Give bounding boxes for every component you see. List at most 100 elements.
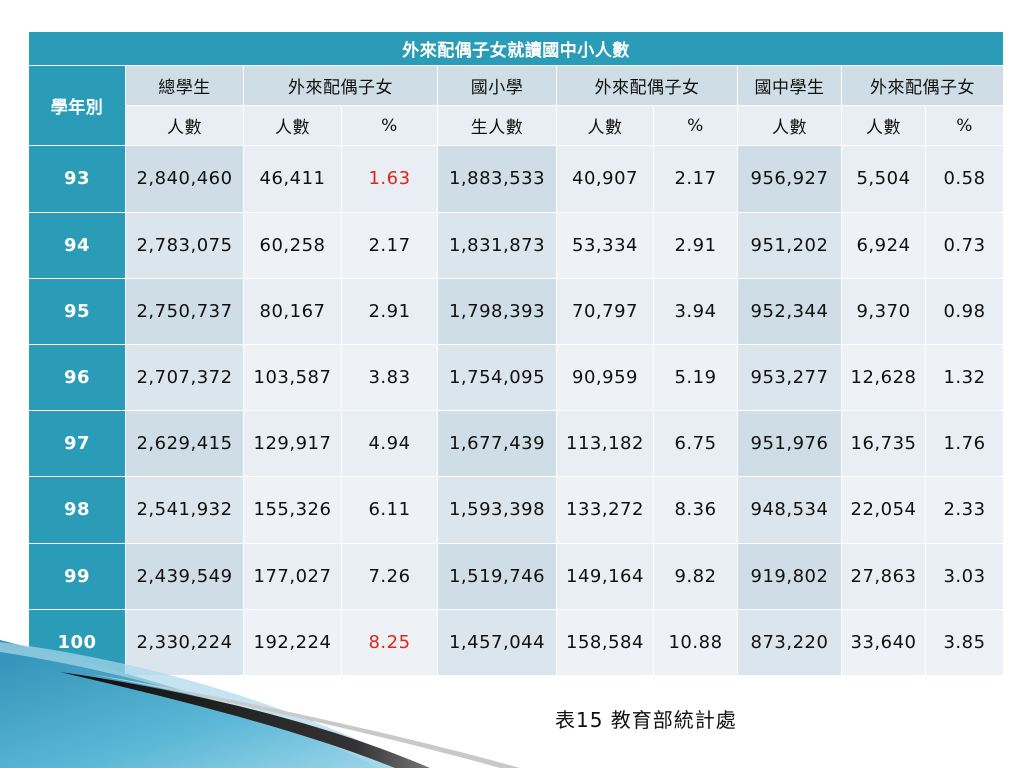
elem-students-cell: 1,519,746: [437, 542, 557, 610]
junior-foreign-pct-cell: 3.03: [924, 542, 1005, 610]
total-foreign-pct-cell: 8.25: [341, 608, 438, 677]
junior-foreign-count-cell: 9,370: [841, 277, 926, 345]
total-foreign-count-cell: 129,917: [243, 410, 342, 478]
total-students-header-line2: 人數: [125, 105, 244, 147]
junior-students-cell: 952,344: [737, 277, 842, 345]
junior-students-cell: 953,277: [737, 343, 842, 412]
elem-foreign-pct-cell: 2.17: [653, 145, 738, 213]
table-row: 100 2,330,224 192,224 8.25 1,457,044 158,584 1…: [28, 608, 1005, 677]
year-cell: 96: [28, 343, 126, 412]
table-row: 93 2,840,460 46,411 1.63 1,883,533 40,907 2.17…: [28, 145, 1005, 213]
elem-students-header-line2: 生人數: [437, 105, 557, 147]
total-students-cell: 2,750,737: [125, 277, 244, 345]
elem-students-cell: 1,831,873: [437, 211, 557, 279]
total-foreign-pct-cell: 3.83: [341, 343, 438, 412]
elem-foreign-pct-header: %: [653, 105, 738, 147]
elem-foreign-pct-cell: 10.88: [653, 608, 738, 677]
junior-students-cell: 873,220: [737, 608, 842, 677]
total-foreign-pct-cell: 4.94: [341, 410, 438, 478]
elem-foreign-count-cell: 149,164: [556, 542, 654, 610]
junior-foreign-count-header: 人數: [841, 105, 926, 147]
elem-foreign-header: 外來配偶子女: [556, 65, 738, 107]
table-caption: 表15 教育部統計處: [555, 708, 737, 732]
junior-students-cell: 956,927: [737, 145, 842, 213]
junior-foreign-pct-cell: 1.32: [924, 343, 1005, 412]
elem-foreign-count-cell: 70,797: [556, 277, 654, 345]
table-row: 94 2,783,075 60,258 2.17 1,831,873 53,334 2.91…: [28, 211, 1005, 279]
table-row: 96 2,707,372 103,587 3.83 1,754,095 90,959 5.1…: [28, 343, 1005, 412]
elem-students-cell: 1,593,398: [437, 476, 557, 544]
table-row: 97 2,629,415 129,917 4.94 1,677,439 113,182 6.…: [28, 410, 1005, 478]
elem-foreign-count-cell: 113,182: [556, 410, 654, 478]
total-foreign-pct-cell: 1.63: [341, 145, 438, 213]
junior-students-cell: 919,802: [737, 542, 842, 610]
junior-foreign-count-cell: 27,863: [841, 542, 926, 610]
junior-foreign-pct-cell: 0.73: [924, 211, 1005, 279]
total-foreign-count-cell: 46,411: [243, 145, 342, 213]
total-students-cell: 2,629,415: [125, 410, 244, 478]
elem-foreign-count-cell: 90,959: [556, 343, 654, 412]
junior-students-cell: 951,202: [737, 211, 842, 279]
junior-foreign-count-cell: 16,735: [841, 410, 926, 478]
total-foreign-count-cell: 103,587: [243, 343, 342, 412]
elem-foreign-pct-cell: 2.91: [653, 211, 738, 279]
junior-students-cell: 951,976: [737, 410, 842, 478]
year-header: 學年別: [28, 65, 126, 147]
total-students-cell: 2,840,460: [125, 145, 244, 213]
total-foreign-count-header: 人數: [243, 105, 342, 147]
elem-foreign-pct-cell: 9.82: [653, 542, 738, 610]
total-foreign-count-cell: 155,326: [243, 476, 342, 544]
decorative-swoosh: [0, 640, 520, 768]
total-students-cell: 2,541,932: [125, 476, 244, 544]
total-students-cell: 2,330,224: [125, 608, 244, 677]
junior-foreign-header: 外來配偶子女: [840, 65, 1005, 107]
year-cell: 99: [28, 542, 126, 610]
total-students-cell: 2,783,075: [125, 211, 244, 279]
junior-students-cell: 948,534: [737, 476, 842, 544]
junior-foreign-pct-cell: 2.33: [924, 476, 1005, 544]
elem-foreign-count-cell: 133,272: [556, 476, 654, 544]
junior-foreign-pct-cell: 3.85: [924, 608, 1005, 677]
elem-foreign-count-cell: 53,334: [556, 211, 654, 279]
elem-students-header-line1: 國小學: [437, 65, 557, 107]
elem-foreign-pct-cell: 8.36: [653, 476, 738, 544]
total-foreign-count-cell: 80,167: [243, 277, 342, 345]
elem-foreign-pct-cell: 5.19: [653, 343, 738, 412]
data-table: 外來配偶子女就讀國中小人數 學年別 總學生 外來配偶子女 國小學 外來配偶子女 …: [27, 30, 1005, 677]
junior-foreign-count-cell: 6,924: [841, 211, 926, 279]
total-foreign-pct-cell: 6.11: [341, 476, 438, 544]
junior-foreign-pct-cell: 0.58: [924, 145, 1005, 213]
table-row: 99 2,439,549 177,027 7.26 1,519,746 149,164 9.…: [28, 542, 1005, 610]
junior-foreign-count-cell: 5,504: [841, 145, 926, 213]
junior-foreign-pct-cell: 0.98: [924, 277, 1005, 345]
total-foreign-count-cell: 192,224: [243, 608, 342, 677]
total-foreign-pct-cell: 2.91: [341, 277, 438, 345]
table-row: 98 2,541,932 155,326 6.11 1,593,398 133,272 8.…: [28, 476, 1005, 544]
year-cell: 95: [28, 277, 126, 345]
elem-students-cell: 1,457,044: [437, 608, 557, 677]
junior-students-header-line1: 國中學生: [737, 65, 842, 107]
year-cell: 93: [28, 145, 126, 213]
elem-foreign-pct-cell: 3.94: [653, 277, 738, 345]
junior-foreign-count-cell: 33,640: [841, 608, 926, 677]
total-foreign-pct-header: %: [341, 105, 438, 147]
elem-foreign-count-header: 人數: [556, 105, 654, 147]
total-foreign-count-cell: 60,258: [243, 211, 342, 279]
elem-students-cell: 1,883,533: [437, 145, 557, 213]
year-cell: 97: [28, 410, 126, 478]
total-foreign-header: 外來配偶子女: [243, 65, 438, 107]
elem-foreign-pct-cell: 6.75: [653, 410, 738, 478]
junior-foreign-count-cell: 12,628: [841, 343, 926, 412]
elem-students-cell: 1,677,439: [437, 410, 557, 478]
junior-students-header-line2: 人數: [737, 105, 842, 147]
table-title: 外來配偶子女就讀國中小人數: [27, 30, 1005, 67]
year-cell: 94: [28, 211, 126, 279]
elem-foreign-count-cell: 40,907: [556, 145, 654, 213]
junior-foreign-count-cell: 22,054: [841, 476, 926, 544]
total-foreign-pct-cell: 2.17: [341, 211, 438, 279]
total-students-cell: 2,707,372: [125, 343, 244, 412]
junior-foreign-pct-cell: 1.76: [924, 410, 1005, 478]
elem-students-cell: 1,754,095: [437, 343, 557, 412]
table-row: 95 2,750,737 80,167 2.91 1,798,393 70,797 3.94…: [28, 277, 1005, 345]
elem-students-cell: 1,798,393: [437, 277, 557, 345]
